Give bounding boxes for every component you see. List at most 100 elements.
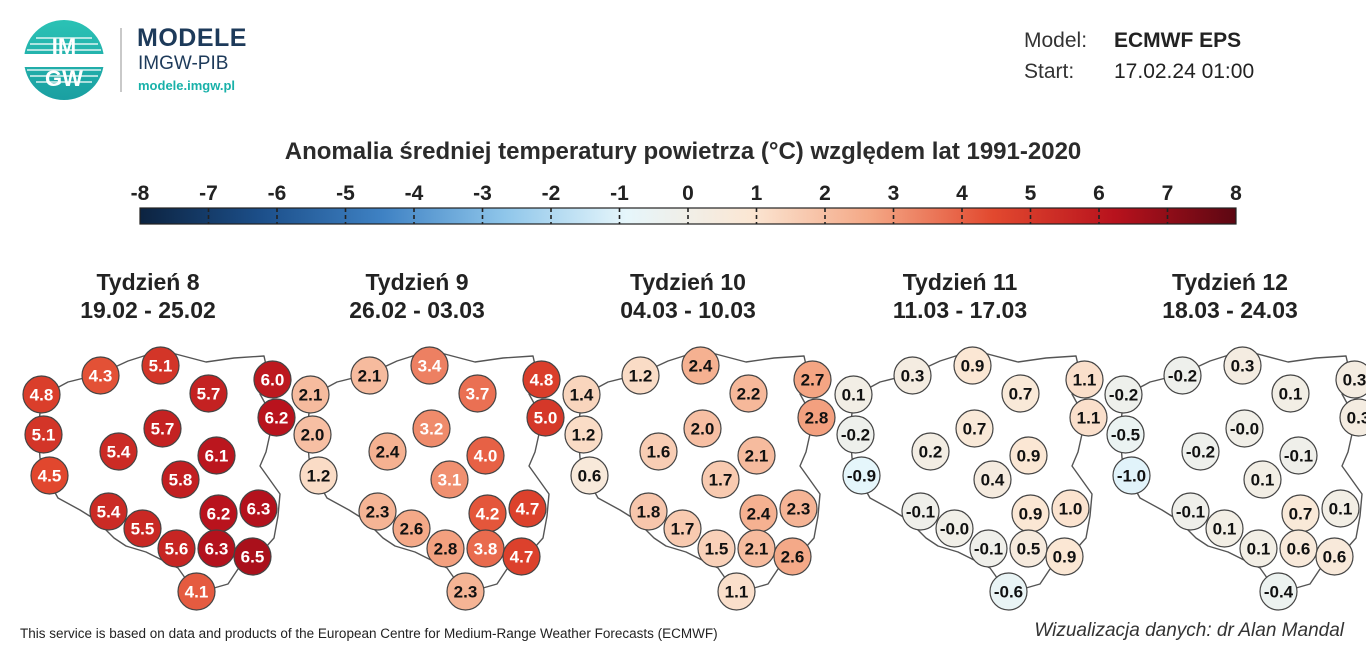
anomaly-marker [737,436,776,475]
anomaly-marker [697,529,736,568]
anomaly-marker [239,489,278,528]
brand-divider [120,28,122,92]
panel-date-range: 26.02 - 03.03 [349,297,485,323]
anomaly-value: 2.6 [781,548,805,567]
anomaly-marker [1001,374,1040,413]
anomaly-marker [526,398,565,437]
anomaly-marker [141,346,180,385]
anomaly-value: 2.1 [299,386,323,405]
anomaly-value: 2.1 [745,540,769,559]
anomaly-marker [233,537,272,576]
anomaly-value: 5.1 [32,426,56,445]
anomaly-value: 0.1 [1279,385,1303,404]
anomaly-marker [30,456,69,495]
colorbar-tick-label: -2 [542,182,561,205]
anomaly-value: 4.3 [89,367,113,386]
anomaly-value: 1.2 [307,467,331,486]
anomaly-value: 6.3 [205,540,229,559]
anomaly-value: -0.1 [974,540,1003,559]
anomaly-value: 0.7 [963,420,987,439]
anomaly-value: 3.7 [466,385,490,404]
anomaly-value: 0.3 [1343,371,1366,390]
anomaly-value: 3.2 [420,420,444,439]
anomaly-value: 4.0 [474,447,498,466]
anomaly-marker [1259,572,1298,611]
anomaly-marker [161,460,200,499]
anomaly-marker [1225,409,1264,448]
panel-date-range: 19.02 - 25.02 [80,297,216,323]
anomaly-marker [1223,346,1262,385]
anomaly-value: 0.3 [1231,357,1255,376]
anomaly-value: 6.5 [241,548,265,567]
anomaly-marker [570,456,609,495]
anomaly-marker [157,529,196,568]
anomaly-marker [197,529,236,568]
anomaly-value: 5.6 [165,540,189,559]
anomaly-value: 5.4 [107,443,131,462]
anomaly-marker [1181,432,1220,471]
anomaly-value: 5.0 [534,409,558,428]
anomaly-marker [629,492,668,531]
anomaly-value: 0.1 [1251,471,1275,490]
logo-text-bottom: GW [45,66,83,91]
anomaly-value: 0.5 [1017,540,1041,559]
anomaly-marker [935,509,974,548]
anomaly-value: 5.7 [197,385,221,404]
anomaly-value: 2.3 [366,503,390,522]
anomaly-marker [1051,489,1090,528]
anomaly-marker [681,346,720,385]
panel-date-range: 11.03 - 17.03 [893,297,1027,323]
anomaly-value: 2.8 [434,540,458,559]
colorbar-tick-label: -5 [336,182,355,205]
anomaly-marker [793,360,832,399]
colorbar-tick-label: 1 [751,182,763,205]
anomaly-value: 1.5 [705,540,729,559]
anomaly-marker [143,409,182,448]
anomaly-value: 4.7 [516,500,540,519]
anomaly-marker [350,356,389,395]
anomaly-marker [1321,489,1360,528]
anomaly-marker [1009,436,1048,475]
brand-subtitle: IMGW-PIB [138,53,229,74]
brand-url[interactable]: modele.imgw.pl [138,78,236,93]
anomaly-value: 1.0 [1059,500,1083,519]
anomaly-marker [1239,529,1278,568]
anomaly-marker [953,346,992,385]
anomaly-value: 3.4 [418,357,442,376]
anomaly-marker [1065,360,1104,399]
anomaly-marker [717,572,756,611]
anomaly-value: 2.0 [301,426,325,445]
panel-week-label: Tydzień 10 [630,269,746,295]
anomaly-value: 0.1 [1329,500,1353,519]
anomaly-value: 1.1 [1073,371,1097,390]
anomaly-value: 0.3 [1347,409,1366,428]
colorbar: -8 -7 -6 -5 -4 -3 -2 -1 0 1 2 3 4 5 6 7 8 [131,182,1242,225]
anomaly-value: 2.1 [745,447,769,466]
anomaly-value: 5.4 [97,503,121,522]
anomaly-marker [189,374,228,413]
anomaly-value: 3.1 [438,471,462,490]
anomaly-marker [683,409,722,448]
anomaly-value: 1.7 [671,520,695,539]
colorbar-tick-label: -4 [405,182,424,205]
anomaly-marker [737,529,776,568]
anomaly-marker [621,356,660,395]
anomaly-value: 1.8 [637,503,661,522]
anomaly-marker [177,572,216,611]
anomaly-marker [564,415,603,454]
colorbar-tick-label: -7 [199,182,218,205]
credit: Wizualizacja danych: dr Alan Mandal [1034,620,1344,641]
panel-date-range: 04.03 - 10.03 [620,297,756,323]
colorbar-tick-label: 8 [1230,182,1242,205]
colorbar-tick-label: 0 [682,182,694,205]
anomaly-value: 5.5 [131,520,155,539]
anomaly-value: -0.1 [1176,503,1205,522]
anomaly-value: -0.4 [1264,583,1294,602]
colorbar-tick-label: -6 [268,182,287,205]
anomaly-value: 4.1 [185,583,209,602]
anomaly-value: 2.4 [689,357,713,376]
anomaly-marker [955,409,994,448]
colorbar-tick-label: -8 [131,182,150,205]
anomaly-marker [410,346,449,385]
